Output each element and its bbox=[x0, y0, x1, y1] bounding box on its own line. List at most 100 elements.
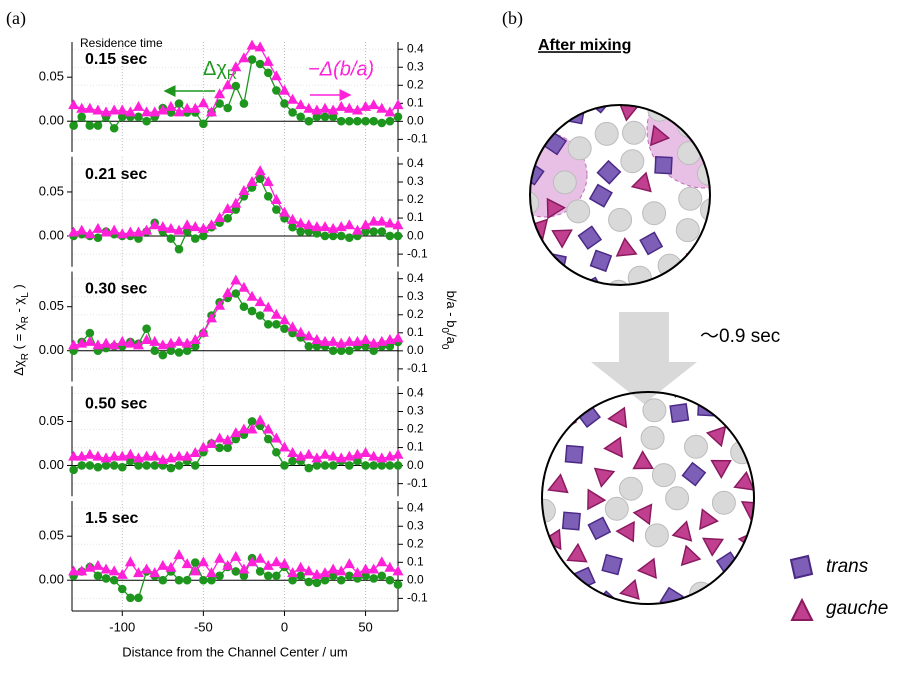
marker bbox=[272, 320, 281, 329]
solvent bbox=[712, 491, 735, 514]
marker bbox=[207, 576, 216, 585]
y2-tick-label: 0.1 bbox=[407, 95, 424, 109]
y-tick-label: 0.05 bbox=[39, 298, 64, 313]
solvent bbox=[678, 142, 701, 165]
marker bbox=[361, 117, 370, 126]
gauche-molecule bbox=[564, 543, 586, 566]
marker bbox=[360, 447, 371, 457]
gauche-molecule bbox=[590, 461, 616, 487]
time-label: ～0.9 sec bbox=[700, 326, 780, 347]
marker bbox=[255, 415, 266, 425]
marker bbox=[352, 225, 363, 235]
marker bbox=[125, 556, 136, 566]
marker bbox=[295, 562, 306, 572]
panel-title: 0.50 sec bbox=[85, 395, 147, 412]
marker bbox=[183, 576, 192, 585]
marker bbox=[328, 336, 339, 346]
y-tick-label: 0.00 bbox=[39, 227, 64, 242]
marker bbox=[167, 464, 176, 473]
marker bbox=[167, 346, 176, 355]
y2-tick-label: 0.4 bbox=[407, 156, 424, 170]
y2-tick-label: -0.1 bbox=[407, 132, 428, 146]
panel-label: (a) bbox=[6, 8, 26, 29]
marker bbox=[288, 576, 297, 585]
marker bbox=[263, 302, 274, 312]
marker bbox=[264, 572, 273, 581]
y2-tick-label: 0.1 bbox=[407, 440, 424, 454]
marker bbox=[394, 113, 403, 122]
solvent bbox=[685, 435, 708, 458]
marker bbox=[272, 572, 281, 581]
marker bbox=[296, 227, 305, 236]
marker bbox=[255, 165, 266, 175]
trans-molecule bbox=[681, 461, 706, 486]
marker bbox=[94, 463, 103, 472]
marker bbox=[368, 99, 379, 109]
trans-molecule bbox=[600, 553, 623, 576]
marker bbox=[175, 576, 184, 585]
marker bbox=[345, 572, 354, 581]
marker bbox=[376, 216, 387, 226]
marker bbox=[222, 287, 233, 297]
solvent bbox=[645, 524, 668, 547]
y2-tick-label: 0.0 bbox=[407, 343, 424, 357]
marker bbox=[337, 117, 346, 126]
marker bbox=[222, 203, 233, 213]
panel-title: 0.30 sec bbox=[85, 281, 147, 298]
panel-label: (b) bbox=[502, 8, 523, 29]
marker bbox=[377, 119, 386, 128]
marker bbox=[337, 346, 346, 355]
marker bbox=[280, 461, 289, 470]
label-part: ) bbox=[11, 284, 26, 292]
solvent bbox=[643, 202, 666, 225]
y-tick-label: 0.05 bbox=[39, 413, 64, 428]
marker bbox=[92, 223, 103, 233]
y2-axis-label: b/a - b0/a0 bbox=[439, 291, 459, 350]
marker bbox=[240, 99, 249, 108]
marker bbox=[394, 580, 403, 589]
marker bbox=[295, 99, 306, 109]
legend-icon bbox=[792, 600, 812, 620]
solvent bbox=[609, 208, 632, 231]
marker bbox=[198, 556, 209, 566]
gauche-molecule bbox=[738, 498, 761, 521]
label-part: R bbox=[20, 316, 31, 323]
marker bbox=[272, 86, 281, 95]
marker bbox=[92, 560, 103, 570]
marker bbox=[320, 103, 331, 113]
trans-molecule bbox=[561, 510, 582, 531]
y-tick-label: 0.00 bbox=[39, 457, 64, 472]
solvent bbox=[666, 487, 689, 510]
marker bbox=[134, 594, 143, 603]
solvent bbox=[701, 199, 724, 222]
marker bbox=[150, 461, 159, 470]
y-tick-label: 0.00 bbox=[39, 572, 64, 587]
marker bbox=[175, 245, 184, 254]
marker bbox=[247, 40, 258, 50]
marker bbox=[328, 564, 339, 574]
y-tick-label: 0.00 bbox=[39, 113, 64, 128]
marker bbox=[248, 55, 257, 64]
marker bbox=[223, 444, 232, 453]
figure: (a) (b) Residence time ΔχR −Δ(b/a) ΔχR (… bbox=[0, 0, 911, 673]
marker bbox=[76, 225, 87, 235]
marker bbox=[345, 461, 354, 470]
marker bbox=[271, 70, 282, 80]
marker bbox=[264, 320, 273, 329]
marker bbox=[248, 307, 257, 316]
x-tick-label: 50 bbox=[358, 619, 372, 634]
marker bbox=[272, 448, 281, 457]
marker bbox=[230, 551, 241, 561]
y2-tick-label: 0.2 bbox=[407, 307, 424, 321]
marker bbox=[159, 576, 168, 585]
marker bbox=[345, 346, 354, 355]
legend-icon bbox=[791, 556, 812, 578]
gauche-molecule bbox=[700, 535, 723, 557]
residence-label: Residence time bbox=[80, 36, 163, 50]
y2-tick-label: 0.1 bbox=[407, 554, 424, 568]
marker bbox=[264, 69, 273, 78]
marker bbox=[86, 121, 95, 130]
marker bbox=[199, 120, 208, 129]
marker bbox=[344, 219, 355, 229]
gauche-molecule bbox=[605, 434, 631, 460]
